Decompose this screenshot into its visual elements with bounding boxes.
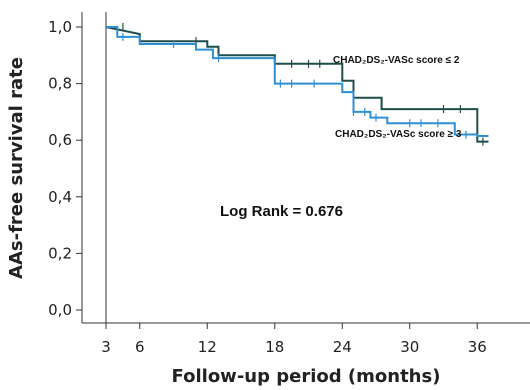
y-tick-label: 0,6 xyxy=(48,131,72,149)
x-tick-label: 18 xyxy=(265,338,284,356)
y-tick-label: 0,4 xyxy=(48,188,72,206)
y-tick-label: 0,0 xyxy=(48,301,72,319)
plot-area: 0,00,20,40,60,81,0 3 6 12 18 24 30 36 xyxy=(48,12,530,356)
y-ticks: 0,0 0,2 0,4 0,6 0,8 1,0 xyxy=(48,18,82,319)
x-tick-label: 30 xyxy=(400,338,419,356)
y-tick-label: 1,0 xyxy=(48,18,72,36)
x-tick-label: 6 xyxy=(135,338,145,356)
series1-annotation: CHAD₂DS₂-VASc score ≤ 2 xyxy=(333,55,460,66)
x-axis-title: Follow-up period (months) xyxy=(172,366,441,387)
x-ticks: 3 6 12 18 24 30 36 xyxy=(101,323,487,356)
x-tick-label: 3 xyxy=(101,338,111,356)
x-tick-label: 12 xyxy=(198,338,217,356)
x-tick-label: 36 xyxy=(468,338,487,356)
y-tick-label: 0,2 xyxy=(48,244,72,262)
log-rank-annotation: Log Rank = 0.676 xyxy=(220,203,343,220)
series-line-2 xyxy=(106,26,489,137)
y-axis-title: AAs-free survival rate xyxy=(6,57,27,279)
series2-annotation: CHAD₂DS₂-VASc score ≥ 3 xyxy=(335,129,462,140)
x-tick-label: 24 xyxy=(333,338,352,356)
y-tick-label: 0,8 xyxy=(48,75,72,93)
series-layer xyxy=(105,23,489,146)
